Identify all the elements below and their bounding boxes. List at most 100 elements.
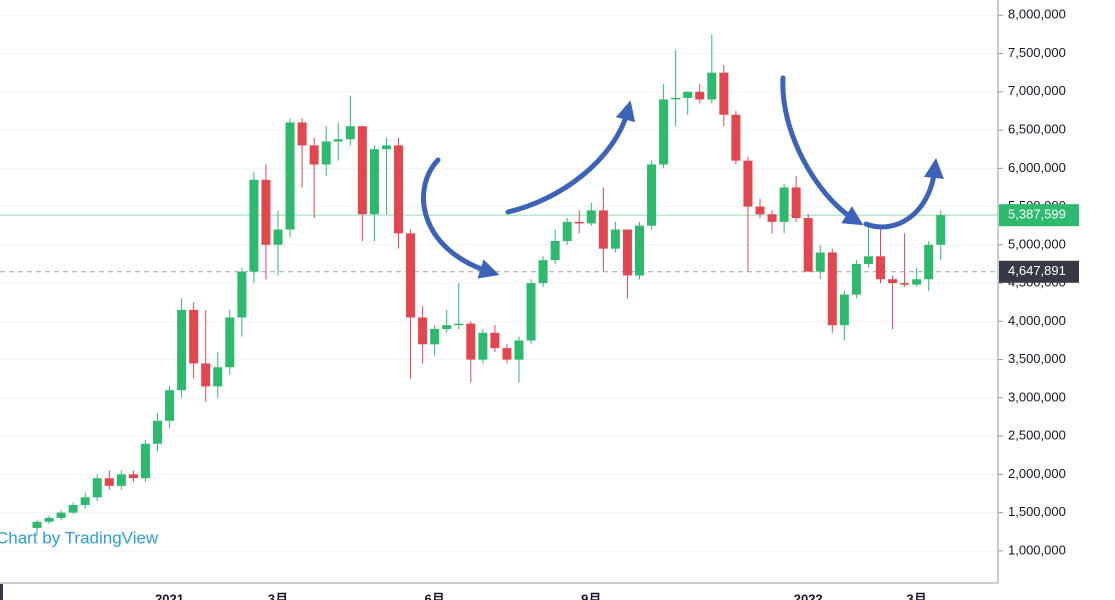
- x-tick-label: 2021: [155, 591, 184, 600]
- candle-body: [731, 114, 741, 161]
- price-tags: 5,387,599 4,647,891: [999, 204, 1079, 283]
- y-tick-label: 6,500,000: [1008, 122, 1066, 137]
- candle-body: [430, 328, 440, 345]
- candle-body: [153, 420, 162, 444]
- axis-labels: 1,000,000 1,500,000 2,000,000 2,500,000 3,00…: [155, 7, 1066, 600]
- candle-body: [538, 260, 548, 284]
- price-tag: [999, 204, 1079, 227]
- y-tick-label: 6,000,000: [1008, 160, 1066, 175]
- y-tick-label: 4,000,000: [1008, 313, 1066, 328]
- candle-body: [357, 126, 367, 215]
- candle-body: [381, 145, 391, 150]
- candle-body: [815, 252, 825, 272]
- candle-body: [309, 145, 319, 165]
- price-tag-label: 5,387,599: [1008, 207, 1066, 222]
- x-tick-label: 3月: [907, 591, 927, 600]
- candle-body: [32, 521, 42, 528]
- candle-body: [526, 283, 536, 341]
- candle-body: [165, 390, 175, 421]
- arrow: [421, 157, 500, 279]
- candle-body: [44, 517, 54, 522]
- candle-body: [574, 221, 584, 224]
- x-tick-label: 6月: [425, 591, 445, 600]
- candle-body: [586, 210, 596, 224]
- price-tag-label: 4,647,891: [1008, 263, 1066, 278]
- candle-body: [610, 229, 620, 249]
- candle-body: [622, 229, 632, 276]
- candle-body: [900, 283, 910, 285]
- arrow: [863, 158, 944, 230]
- candle-body: [514, 340, 524, 360]
- y-tick-label: 2,000,000: [1008, 466, 1066, 481]
- candle-body: [888, 279, 898, 284]
- y-tick-label: 8,000,000: [1008, 7, 1066, 22]
- candle-body: [490, 332, 500, 349]
- candle-body: [876, 256, 885, 280]
- candle-body: [189, 309, 199, 364]
- x-tick-label: 3月: [268, 591, 288, 600]
- price-tag: [999, 260, 1079, 283]
- candle-body: [418, 317, 428, 345]
- candle-body: [116, 474, 126, 486]
- y-tick-label: 7,500,000: [1008, 45, 1066, 60]
- candle-body: [755, 206, 765, 215]
- candle-body: [803, 218, 813, 272]
- candle-body: [779, 187, 789, 222]
- candle-body: [502, 348, 512, 360]
- candle-body: [261, 179, 271, 245]
- candle-body: [92, 478, 102, 498]
- annotation-arrows: [421, 75, 944, 279]
- y-tick-label: 3,500,000: [1008, 351, 1066, 366]
- candle-body: [369, 149, 379, 215]
- arrow: [780, 75, 864, 226]
- candle-body: [297, 122, 307, 146]
- candle-body: [177, 309, 187, 391]
- candle-body: [321, 141, 331, 165]
- watermark: Chart by TradingView: [0, 528, 159, 547]
- candle-body: [767, 214, 777, 222]
- candles: [32, 34, 946, 535]
- candle-body: [863, 256, 873, 264]
- candle-body: [213, 367, 223, 387]
- candle-body: [442, 325, 452, 329]
- candle-body: [707, 72, 717, 100]
- candle-body: [478, 332, 488, 360]
- candle-body: [237, 271, 247, 318]
- candle-body: [56, 512, 66, 518]
- candle-body: [598, 210, 608, 249]
- grid: [0, 14, 998, 552]
- candle-body: [635, 225, 644, 276]
- candle-body: [550, 241, 560, 261]
- candle-body: [912, 279, 922, 285]
- candle-body: [851, 263, 861, 295]
- x-tick-label: 9月: [581, 591, 601, 600]
- candle-body: [743, 160, 753, 207]
- y-tick-label: 1,500,000: [1008, 504, 1066, 519]
- price-lines: [0, 214, 998, 273]
- edge-marker: [0, 584, 3, 600]
- y-tick-label: 2,500,000: [1008, 428, 1066, 443]
- candle-body: [719, 72, 729, 115]
- y-tick-label: 5,000,000: [1008, 236, 1066, 251]
- x-tick-label: 2022: [794, 591, 823, 600]
- candle-body: [695, 91, 705, 100]
- candle-body: [273, 229, 283, 245]
- candle-body: [394, 145, 403, 234]
- candle-body: [647, 164, 657, 226]
- candle-body: [924, 244, 934, 280]
- candle-body: [466, 323, 476, 360]
- candle-body: [333, 139, 343, 142]
- candle-body: [562, 221, 572, 242]
- arrow: [505, 100, 636, 215]
- candle-body: [791, 187, 801, 219]
- candle-body: [683, 91, 693, 98]
- candle-body: [671, 97, 681, 100]
- candle-body: [345, 126, 355, 140]
- candle-body: [454, 323, 464, 326]
- candle-body: [128, 474, 138, 479]
- candle-body: [201, 363, 211, 387]
- candle-body: [104, 478, 114, 486]
- candle-body: [406, 233, 416, 318]
